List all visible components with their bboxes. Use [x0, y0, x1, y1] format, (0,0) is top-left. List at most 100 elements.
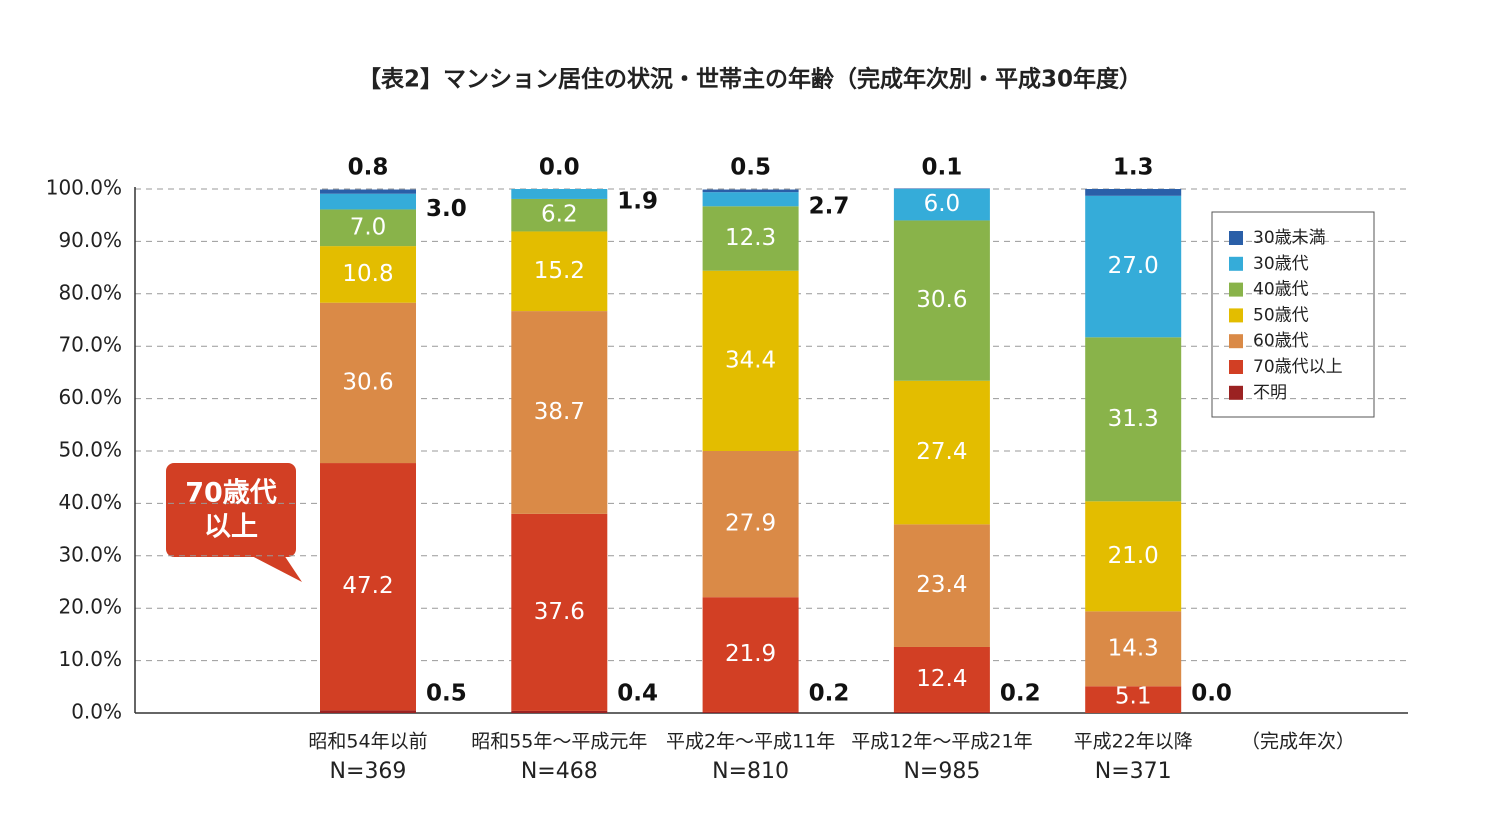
value-label: 27.9: [725, 511, 776, 537]
value-label: 34.4: [725, 347, 776, 373]
value-label: 12.3: [725, 225, 776, 251]
value-label: 47.2: [342, 573, 393, 599]
value-label: 6.2: [541, 202, 578, 228]
bar-segment: [1085, 686, 1182, 713]
bar-segment: [702, 189, 799, 193]
bar-segment: [511, 710, 608, 713]
y-tick-label: 10.0%: [58, 647, 122, 671]
x-tick-label: 昭和54年以前: [308, 731, 427, 753]
value-label: 31.3: [1108, 406, 1159, 432]
legend-label: 不明: [1253, 383, 1287, 403]
bar-segment: [702, 206, 799, 271]
bar-segment: [1085, 501, 1182, 612]
y-tick-label: 40.0%: [58, 490, 122, 514]
x-axis-label: （完成年次）: [1241, 731, 1355, 753]
bar-segment: [511, 231, 608, 312]
bar-segment: [511, 311, 608, 514]
bar-segment: [893, 524, 990, 647]
y-tick-label: 0.0%: [71, 700, 122, 724]
legend-label: 70歳代以上: [1253, 357, 1343, 377]
bar-segment: [320, 193, 416, 210]
legend-label: 30歳未満: [1253, 228, 1326, 248]
value-label: 37.6: [534, 599, 585, 625]
legend-label: 40歳代: [1253, 280, 1309, 300]
x-tick-label: 平成2年～平成11年: [666, 731, 835, 753]
callout-tail: [250, 555, 302, 582]
y-tick-label: 60.0%: [58, 385, 122, 409]
bar-segment: [1085, 189, 1182, 196]
legend-swatch: [1229, 334, 1243, 349]
value-label: 21.0: [1108, 543, 1159, 569]
bar-segment: [1085, 195, 1182, 338]
legend-swatch: [1229, 256, 1243, 271]
sample-size: N=810: [712, 759, 789, 784]
value-label: 3.0: [426, 196, 467, 222]
value-label: 0.5: [426, 681, 467, 707]
value-label: 0.4: [617, 681, 658, 707]
value-label: 30.6: [342, 369, 393, 395]
value-label: 14.3: [1108, 635, 1159, 661]
bar-segment: [320, 710, 416, 713]
value-label: 6.0: [924, 191, 961, 217]
value-label: 10.8: [342, 261, 393, 287]
value-label: 0.0: [1191, 681, 1232, 707]
y-tick-label: 80.0%: [58, 280, 122, 304]
value-label: 12.4: [916, 666, 967, 692]
sample-size: N=985: [903, 759, 980, 784]
chart-title: 【表2】マンション居住の状況・世帯主の年齢（完成年次別・平成30年度）: [358, 66, 1142, 93]
value-label: 27.4: [916, 439, 967, 465]
y-tick-label: 30.0%: [58, 542, 122, 566]
value-label: 0.2: [1000, 681, 1041, 707]
sample-size: N=468: [521, 759, 598, 784]
bar-segment: [893, 711, 990, 713]
value-label: 2.7: [809, 194, 850, 220]
value-label: 23.4: [916, 572, 967, 598]
value-label: 5.1: [1115, 684, 1152, 710]
bar-segment: [320, 463, 416, 711]
callout-box: [166, 463, 296, 557]
bar-segment: [511, 513, 608, 711]
bar-segment: [1085, 611, 1182, 687]
value-label: 0.8: [348, 155, 389, 181]
bar-segment: [702, 270, 799, 451]
bar-segment: [702, 711, 799, 713]
value-label: 30.6: [916, 287, 967, 313]
bar-segment: [893, 188, 990, 189]
y-tick-label: 90.0%: [58, 228, 122, 252]
annotation: 70歳代: [185, 478, 277, 509]
x-tick-label: 平成12年～平成21年: [851, 731, 1032, 753]
value-label: 0.2: [809, 681, 850, 707]
value-label: 15.2: [534, 258, 585, 284]
y-tick-label: 50.0%: [58, 438, 122, 462]
bar-segment: [320, 209, 416, 247]
y-tick-label: 100.0%: [46, 176, 122, 200]
legend-label: 30歳代: [1253, 254, 1309, 274]
legend-label: 50歳代: [1253, 305, 1309, 325]
legend-swatch: [1229, 385, 1243, 400]
annotation: 以上: [204, 512, 258, 543]
x-tick-label: 昭和55年～平成元年: [471, 731, 647, 753]
bar-segment: [511, 189, 608, 199]
legend-swatch: [1229, 231, 1243, 245]
sample-size: N=369: [330, 759, 407, 784]
bar-segment: [320, 302, 416, 464]
bar-segment: [320, 189, 416, 194]
bar-segment: [893, 220, 990, 381]
bar-segment: [893, 646, 990, 712]
bar-segment: [702, 192, 799, 207]
legend-swatch: [1229, 360, 1243, 374]
value-label: 0.5: [730, 155, 771, 181]
value-label: 38.7: [534, 399, 585, 425]
value-label: 21.9: [725, 641, 776, 667]
annotation-callout: [166, 463, 302, 582]
bar-segment: [1085, 337, 1182, 502]
legend-label: 60歳代: [1253, 331, 1309, 351]
bar-segment: [893, 189, 990, 221]
bar-segment: [893, 380, 990, 525]
bar-segment: [702, 597, 799, 712]
y-tick-label: 20.0%: [58, 595, 122, 619]
value-label: 7.0: [350, 214, 387, 240]
bar-segment: [320, 246, 416, 303]
bar-segment: [702, 451, 799, 598]
